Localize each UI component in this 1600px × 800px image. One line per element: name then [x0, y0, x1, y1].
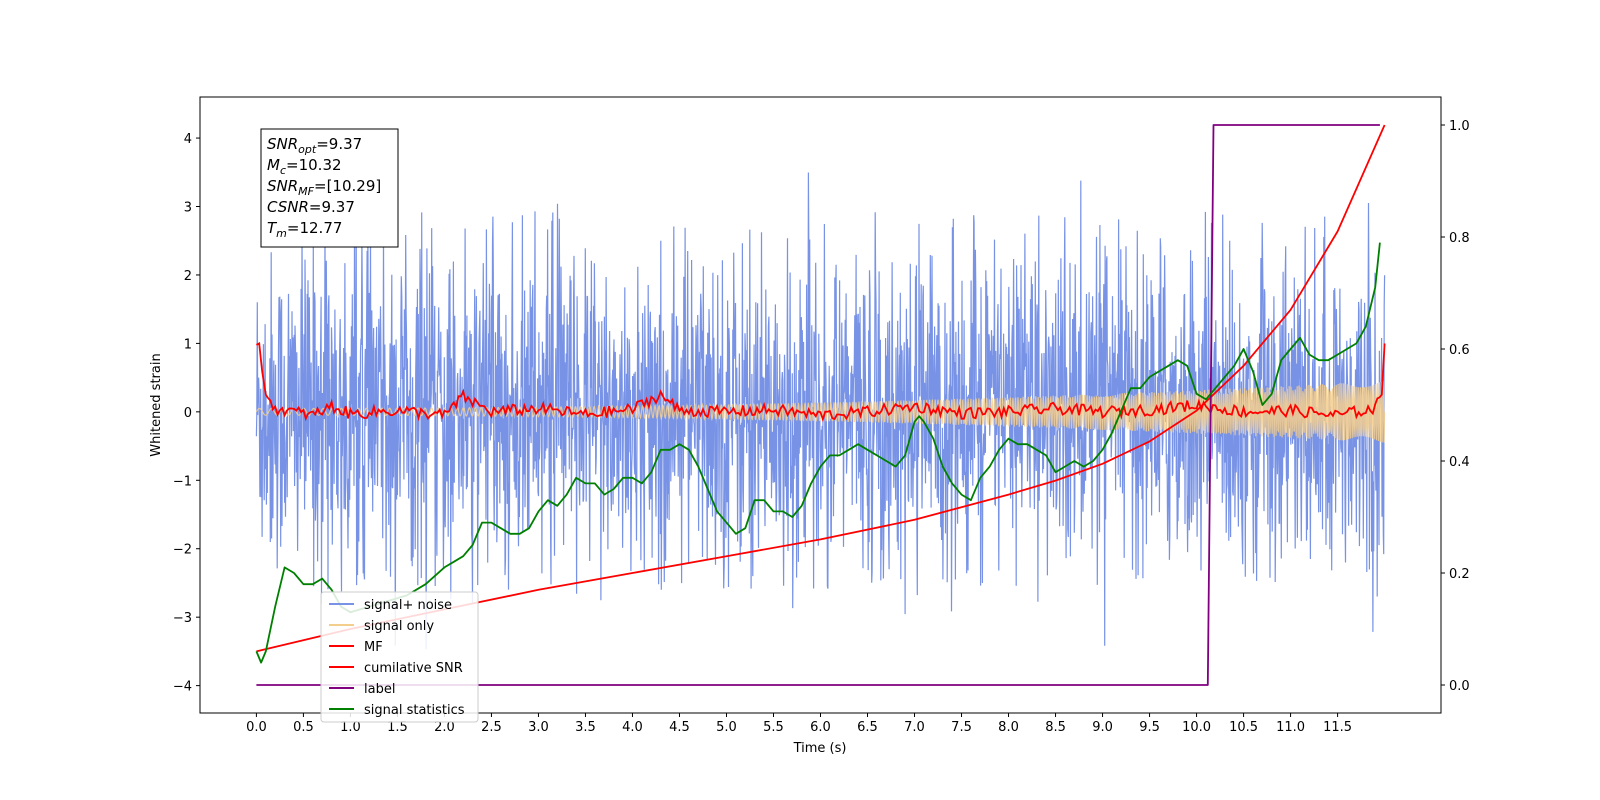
x-tick-label: 3.5: [575, 720, 596, 735]
y-tick-label: −1: [173, 474, 192, 489]
annotation-box: SNRopt=9.37Mc=10.32SNRMF=[10.29]CSNR=9.3…: [260, 128, 399, 248]
y-tick-label: 0: [184, 406, 192, 421]
series-cumulative-snr: [256, 124, 1386, 653]
legend-entry: cumilative SNR: [364, 661, 463, 676]
x-tick-label: 11.5: [1323, 720, 1352, 735]
y-right-tick-label: 0.2: [1449, 567, 1470, 582]
x-tick-label: 10.5: [1229, 720, 1258, 735]
legend-entry: signal+ noise: [364, 598, 452, 613]
annotation-subscript: m: [276, 227, 287, 240]
annotation-frame: [260, 128, 399, 248]
y-right-tick-label: 0.8: [1449, 231, 1470, 246]
series-mf: [255, 342, 1386, 423]
annotation-subscript: MF: [298, 185, 314, 198]
x-axis: 0.0 0.5 1.0 1.5 2.0 2.5 3.0 3.5 4.0 4.5 5.0 5.5 6.0 6…: [246, 713, 1352, 735]
y-tick-label: 2: [184, 269, 192, 284]
legend-entry: signal statistics: [364, 703, 465, 718]
y-axis-left: 4 3 2 1 0 −1 −2 −3 −4: [173, 132, 200, 695]
x-tick-label: 7.0: [904, 720, 925, 735]
x-tick-label: 2.0: [434, 720, 455, 735]
annotation-symbol: M: [267, 156, 280, 174]
x-tick-label: 8.0: [998, 720, 1019, 735]
annotation-value: =9.37: [316, 135, 362, 153]
y-tick-label: 4: [184, 132, 192, 147]
legend-entry: signal only: [364, 619, 434, 634]
y-axis-right: 1.0 0.8 0.6 0.4 0.2 0.0: [1441, 119, 1470, 694]
annotation-value: =12.77: [287, 219, 343, 237]
annotation-subscript: c: [280, 164, 286, 177]
series-layer: [255, 124, 1386, 686]
x-tick-label: 1.5: [387, 720, 408, 735]
x-tick-label: 3.0: [528, 720, 549, 735]
y-axis-label: Whitened strain: [149, 353, 164, 456]
series-label: [256, 124, 1380, 686]
x-tick-label: 7.5: [951, 720, 972, 735]
x-tick-label: 1.0: [340, 720, 361, 735]
legend: signal+ noise signal only MF cumilative SNR…: [320, 591, 479, 723]
annotation-line: CSNR=9.37: [267, 198, 355, 216]
x-tick-label: 0.5: [293, 720, 314, 735]
x-tick-label: 5.0: [716, 720, 737, 735]
x-tick-label: 0.0: [246, 720, 267, 735]
y-right-tick-label: 1.0: [1449, 119, 1470, 134]
x-tick-label: 2.5: [481, 720, 502, 735]
legend-entry: MF: [364, 640, 383, 655]
annotation-line: SNRMF=[10.29]: [267, 177, 381, 198]
x-tick-label: 9.0: [1092, 720, 1113, 735]
annotation-symbol: T: [267, 219, 278, 237]
y-tick-label: −2: [173, 543, 192, 558]
y-tick-label: 3: [184, 201, 192, 216]
x-tick-label: 6.0: [810, 720, 831, 735]
y-tick-label: −3: [173, 611, 192, 626]
annotation-value: =[10.29]: [314, 177, 381, 195]
x-tick-label: 8.5: [1045, 720, 1066, 735]
annotation-line: SNRopt=9.37: [267, 135, 362, 156]
annotation-line: Tm=12.77: [267, 219, 342, 240]
series-signal-statistics: [255, 242, 1381, 664]
y-right-tick-label: 0.4: [1449, 455, 1470, 470]
annotation-subscript: opt: [298, 143, 317, 156]
legend-frame: [320, 591, 479, 723]
x-tick-label: 4.0: [622, 720, 643, 735]
annotation-symbol: CSNR: [267, 198, 309, 216]
x-tick-label: 5.5: [763, 720, 784, 735]
x-tick-label: 9.5: [1139, 720, 1160, 735]
y-tick-label: 1: [184, 337, 192, 352]
x-axis-label: Time (s): [793, 741, 847, 756]
y-right-tick-label: 0.0: [1449, 679, 1470, 694]
x-tick-label: 10.0: [1182, 720, 1211, 735]
x-tick-label: 4.5: [669, 720, 690, 735]
annotation-symbol: SNR: [267, 135, 298, 153]
y-right-tick-label: 0.6: [1449, 343, 1470, 358]
x-tick-label: 6.5: [857, 720, 878, 735]
x-tick-label: 11.0: [1276, 720, 1305, 735]
annotation-value: =9.37: [309, 198, 355, 216]
y-tick-label: −4: [173, 680, 192, 695]
annotation-symbol: SNR: [267, 177, 298, 195]
annotation-value: =10.32: [286, 156, 342, 174]
legend-entry: label: [364, 682, 395, 697]
annotation-line: Mc=10.32: [267, 156, 342, 177]
